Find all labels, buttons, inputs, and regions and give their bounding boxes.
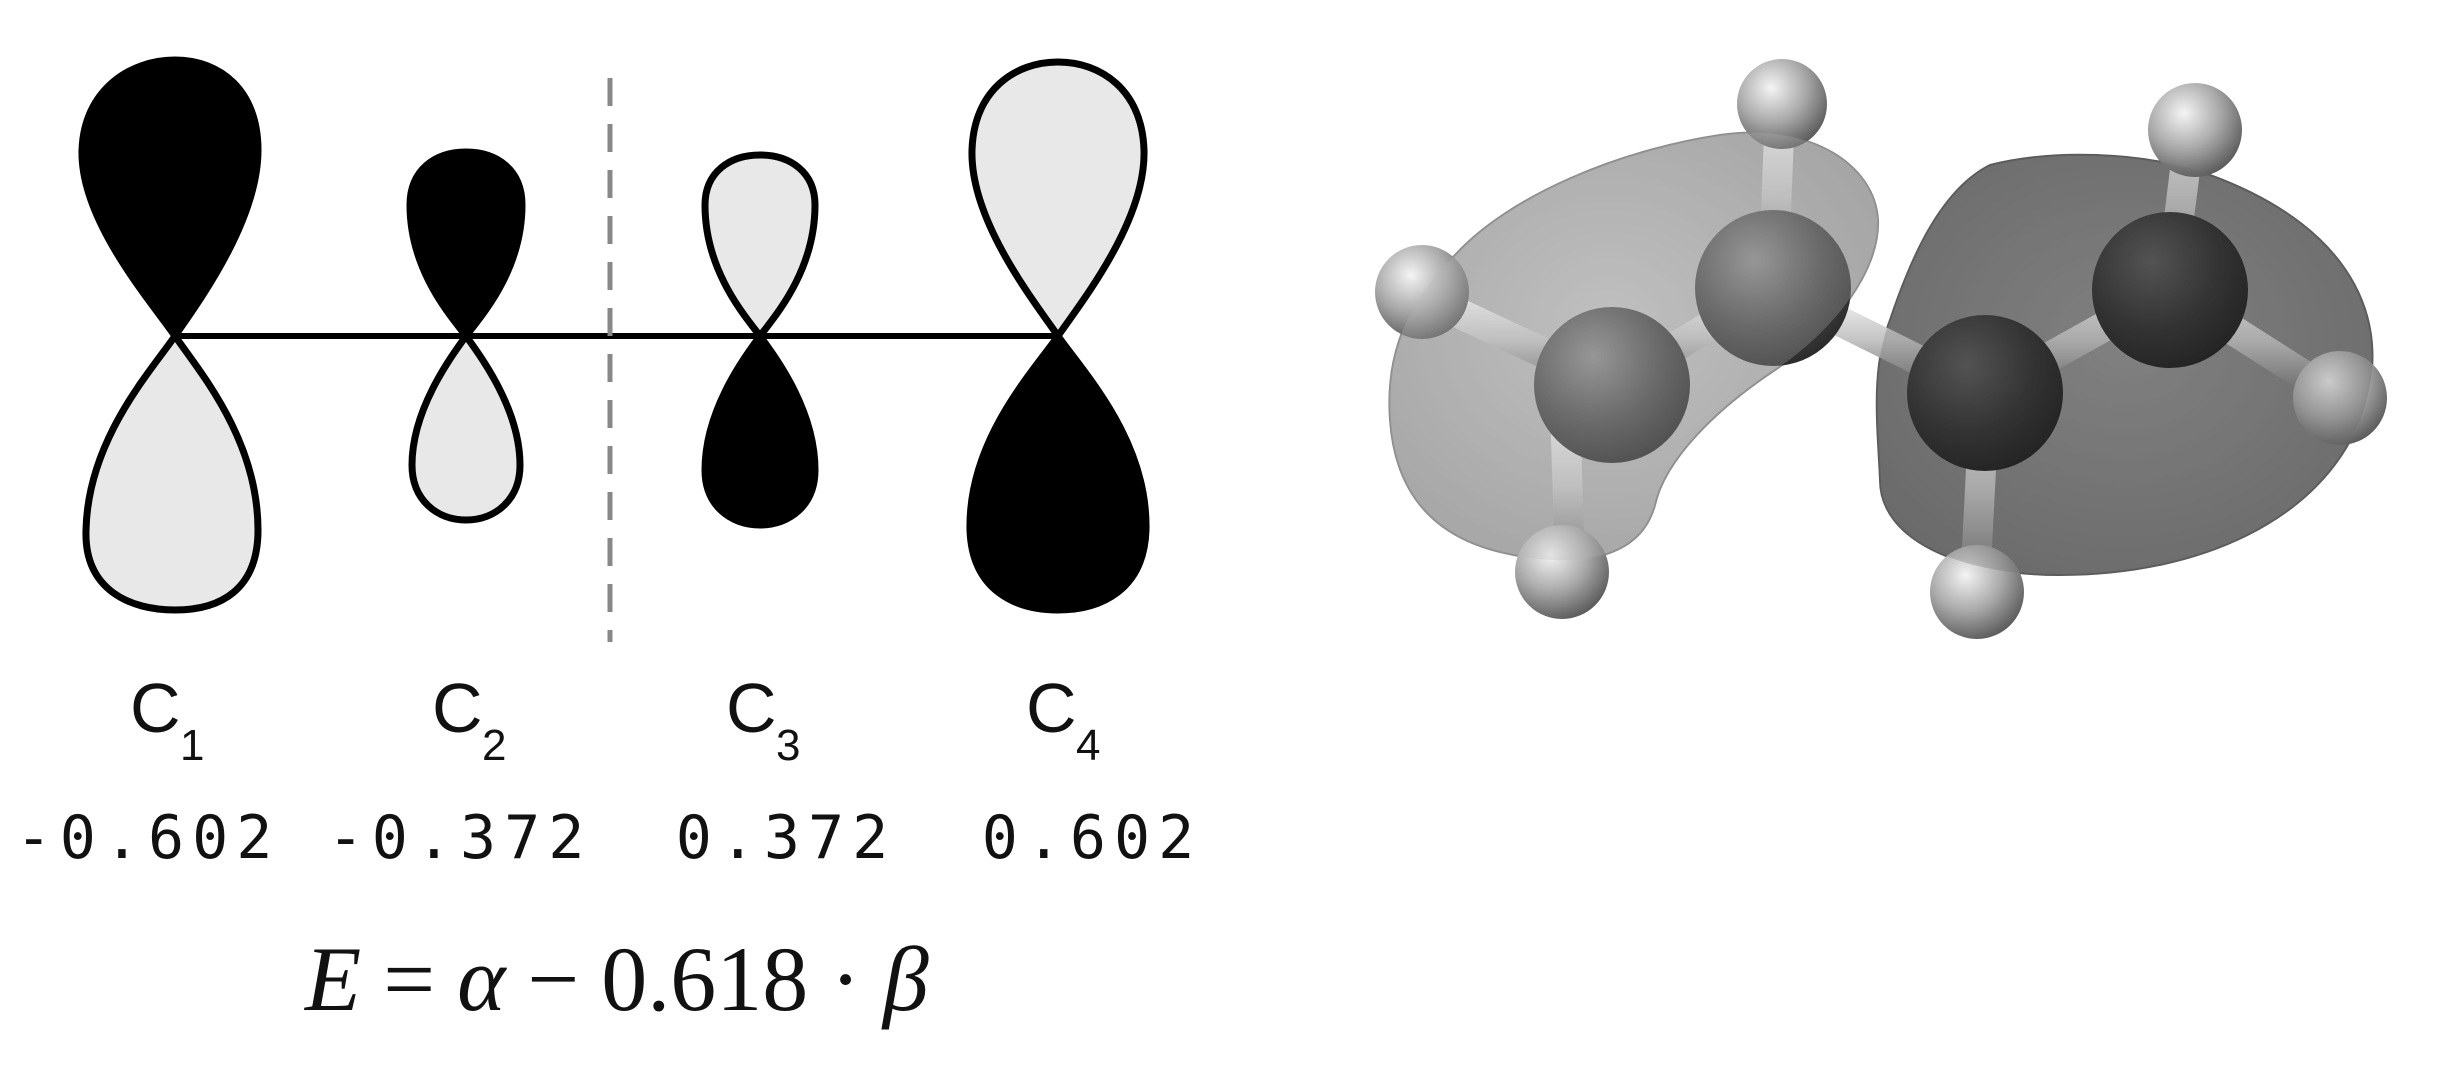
coefficient-c4: 0.602 [982, 803, 1203, 873]
beta-symbol: β [881, 928, 929, 1030]
upper-lobe-c3 [701, 151, 819, 342]
upper-lobe-c1 [78, 56, 262, 343]
lower-lobe-c3 [701, 330, 819, 529]
energy-coefficient: 0.618 [601, 928, 808, 1030]
svg-text:C: C [130, 669, 181, 747]
p-orbital-c1 [78, 56, 262, 614]
svg-text:3: 3 [776, 721, 800, 770]
minus-sign: − [527, 928, 579, 1030]
p-orbital-c4 [966, 58, 1150, 614]
energy-symbol: E [303, 928, 361, 1030]
svg-text:1: 1 [180, 721, 204, 770]
atom-label-c4: C 4 [1026, 669, 1100, 770]
upper-lobe-c4 [968, 58, 1148, 343]
hydrogen-atom [1515, 525, 1609, 619]
carbon-atom [1534, 307, 1690, 463]
atom-label-c3: C 3 [726, 669, 800, 770]
isosurface-lobe-left-front [1389, 132, 1879, 561]
carbon-atom [2092, 212, 2248, 368]
hydrogen-atom [1375, 245, 1469, 339]
p-orbital-c3 [701, 151, 819, 529]
dot-operator: · [830, 928, 861, 1030]
lower-lobe-c1 [82, 329, 262, 614]
atom-label-c2: C 2 [432, 669, 506, 770]
svg-text:C: C [432, 669, 483, 747]
atom-label-c1: C 1 [130, 669, 204, 770]
lower-lobe-c2 [408, 330, 524, 524]
carbon-atom [1695, 210, 1851, 366]
svg-text:C: C [1026, 669, 1077, 747]
hydrogen-atom [1737, 59, 1827, 149]
svg-text:C: C [726, 669, 777, 747]
p-orbital-c2 [406, 148, 526, 524]
equals-sign: = [383, 928, 435, 1030]
alpha-symbol: α [457, 928, 507, 1030]
coefficient-c1: -0.602 [16, 803, 281, 873]
svg-text:2: 2 [482, 721, 506, 770]
lower-lobe-c4 [966, 329, 1150, 614]
molecular-orbital-render [1375, 59, 2387, 639]
hydrogen-atom [1930, 545, 2024, 639]
energy-equation: E = α −0.618 · β [303, 928, 929, 1030]
svg-text:4: 4 [1076, 721, 1100, 770]
hydrogen-atom [2293, 351, 2387, 445]
upper-lobe-c2 [406, 148, 526, 342]
coefficient-c3: 0.372 [676, 803, 897, 873]
isosurface-lobe-right-front [1876, 154, 2373, 575]
carbon-atom [1907, 315, 2063, 471]
coefficient-c2: -0.372 [328, 803, 593, 873]
hydrogen-atom [2148, 83, 2242, 177]
